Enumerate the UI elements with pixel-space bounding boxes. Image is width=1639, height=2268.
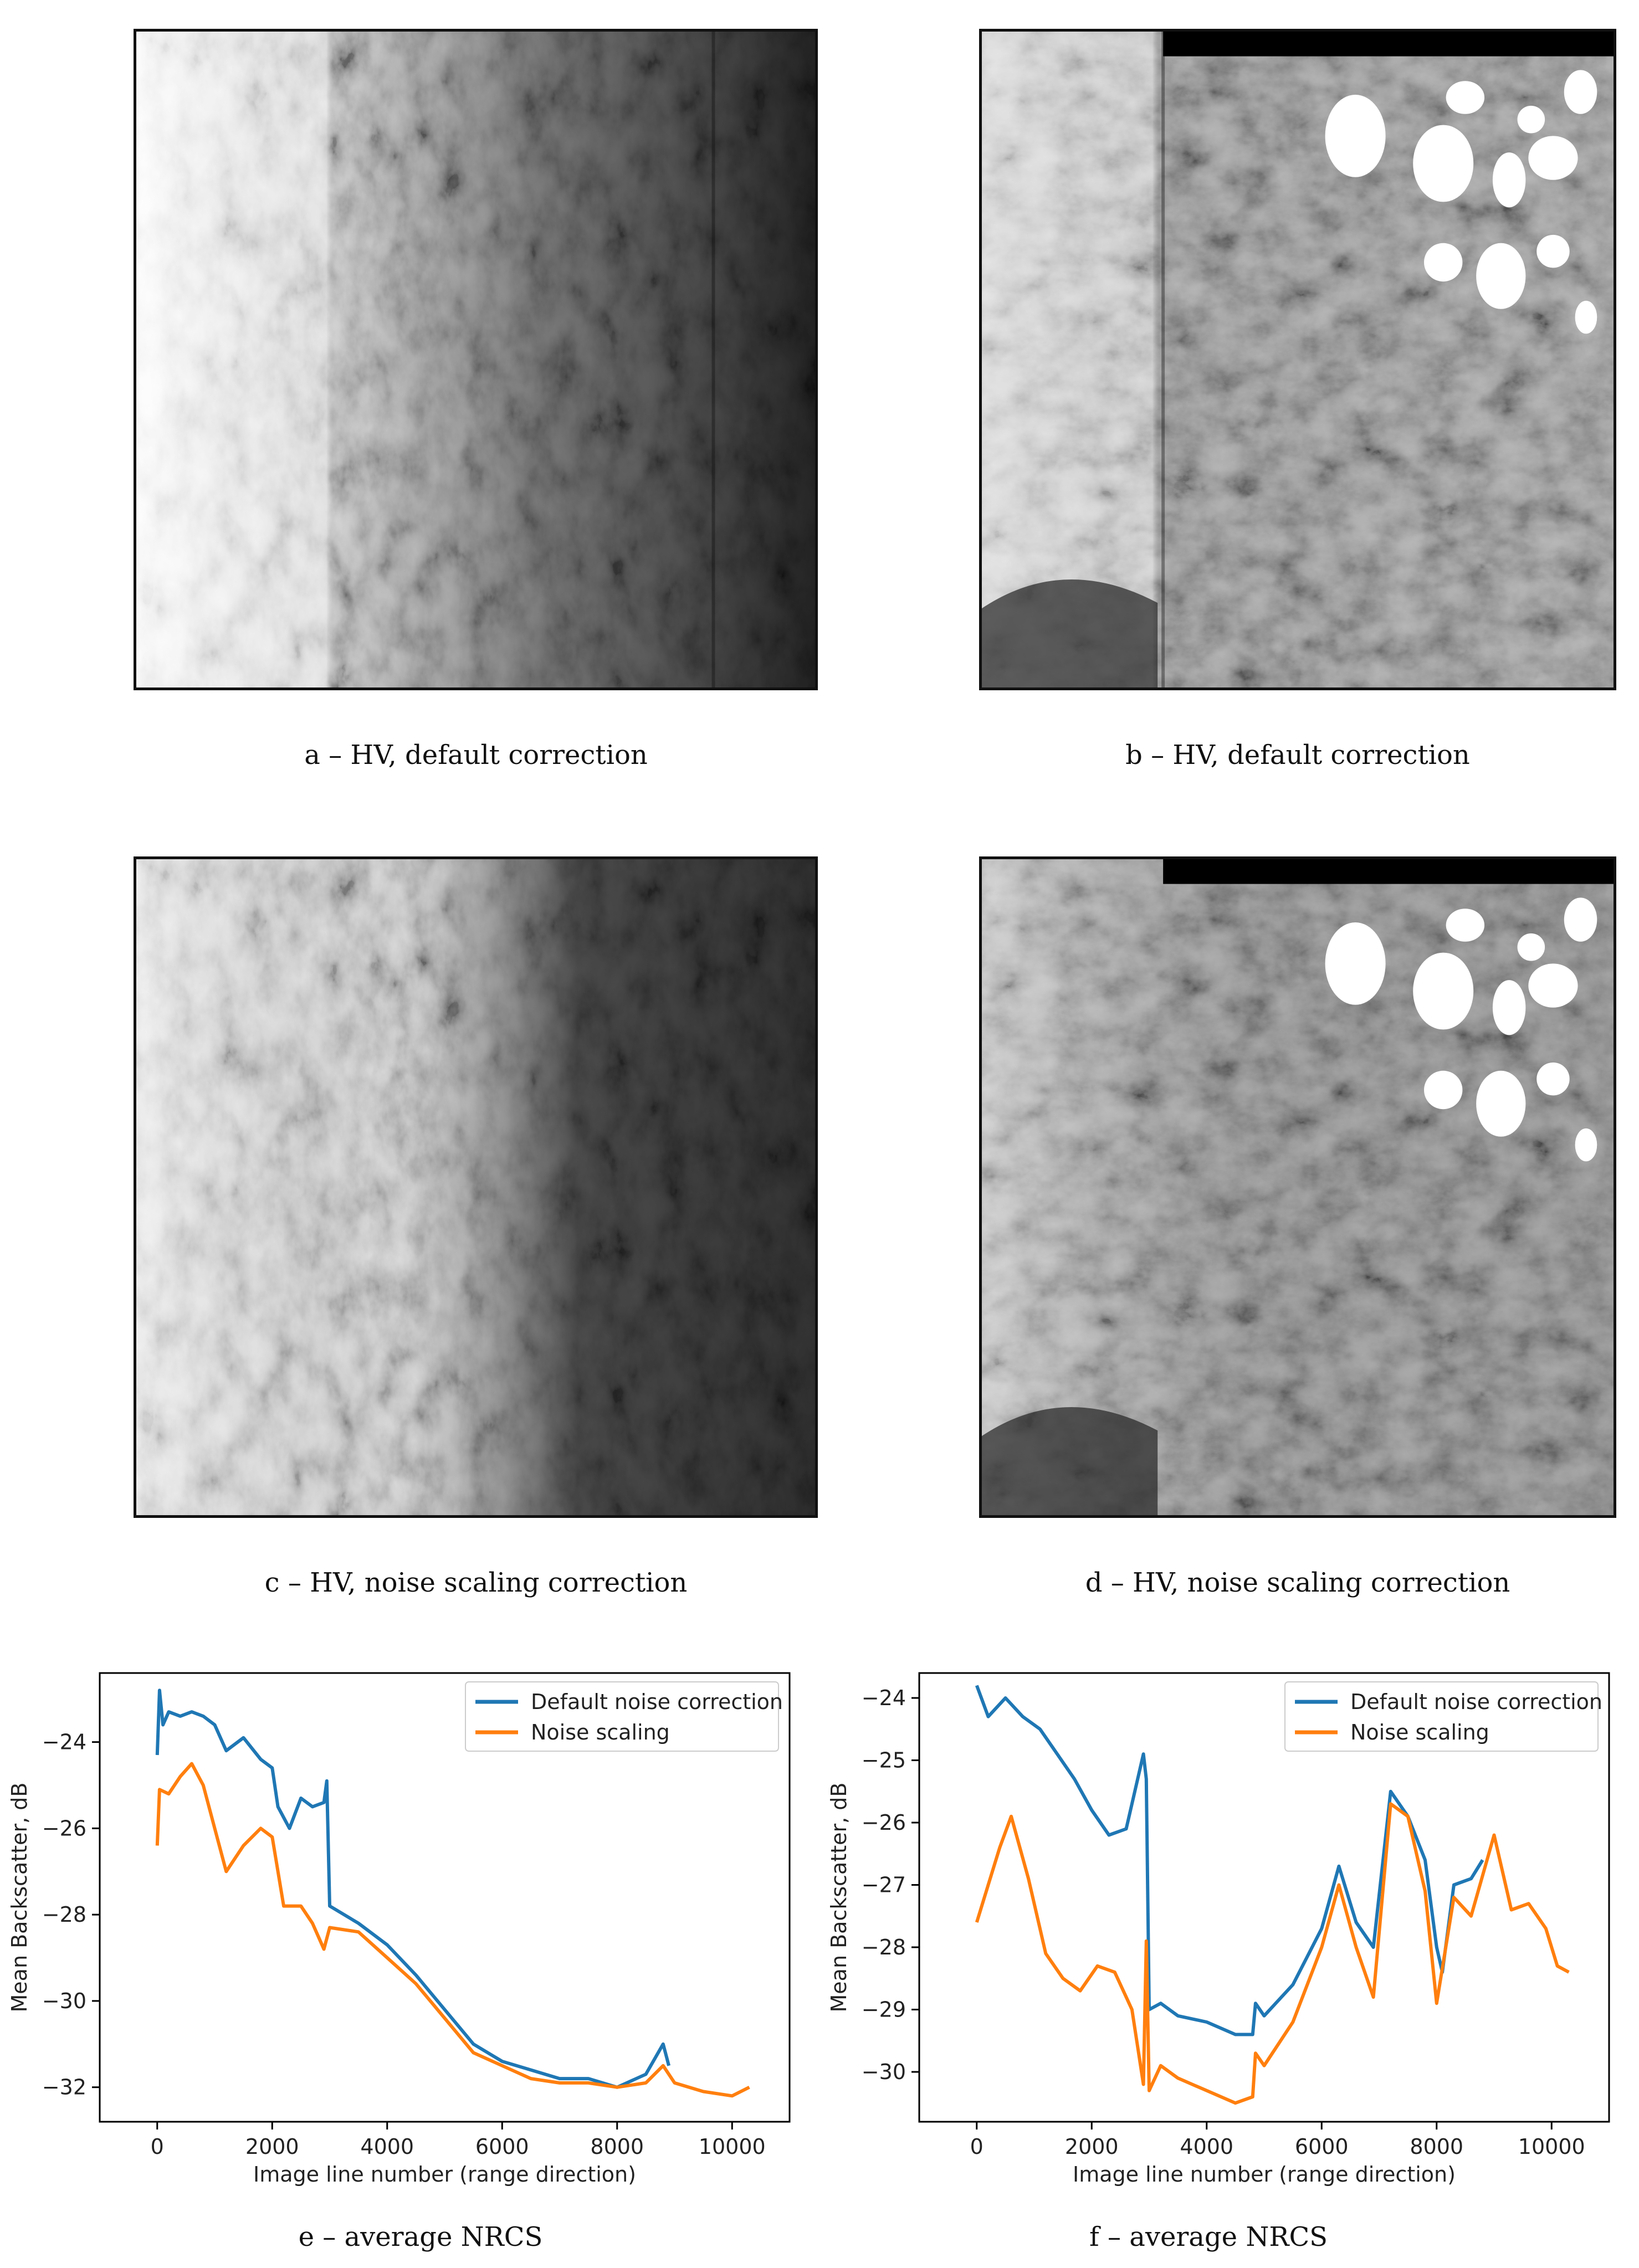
sar-image-c [134,856,818,1518]
sar-image-a [134,29,818,690]
y-tick-label: −26 [862,1810,906,1835]
caption-f: f – average NRCS [1089,2221,1328,2252]
chart-f: 0 2000 4000 6000 8000 10000 −30 −29 −28 −27 −26 −25… [827,1672,1610,2187]
plot-frame [99,1672,791,2123]
x-tick-label: 4000 [1180,2134,1233,2159]
x-tick-label: 2000 [1065,2134,1119,2159]
x-tick-label: 0 [970,2134,984,2159]
y-axis-label: Mean Backscatter, dB [827,1783,851,2013]
x-tick-label: 6000 [475,2134,529,2159]
caption-a: a – HV, default correction [304,740,648,771]
legend-label: Noise scaling [1350,1720,1489,1744]
legend-label: Default noise correction [531,1690,783,1714]
x-axis-label: Image line number (range direction) [1073,2162,1456,2187]
caption-b: b – HV, default correction [1125,740,1470,771]
x-tick-label: 8000 [1410,2134,1463,2159]
legend-box [1284,1681,1599,1752]
y-tick-label: −32 [42,2075,86,2100]
y-tick-label: −27 [862,1873,906,1897]
x-axis-label: Image line number (range direction) [253,2162,636,2187]
x-tick-label: 10000 [1518,2134,1585,2159]
y-tick-label: −26 [42,1816,86,1840]
y-tick-label: −24 [42,1730,86,1754]
x-tick-label: 2000 [245,2134,299,2159]
x-tick-label: 6000 [1295,2134,1349,2159]
y-tick-label: −25 [862,1748,906,1773]
x-tick-label: 10000 [699,2134,766,2159]
caption-e: e – average NRCS [298,2221,543,2252]
y-tick-label: −28 [862,1935,906,1959]
caption-c: c – HV, noise scaling correction [264,1567,688,1598]
plot-frame [918,1672,1610,2123]
series-line-noise-scaling [975,1802,1570,2105]
legend-box [465,1681,779,1752]
sar-image-b [979,29,1616,690]
series-line-default-noise-correction [975,1685,1484,2036]
caption-d: d – HV, noise scaling correction [1085,1567,1510,1598]
y-tick-label: −30 [862,2060,906,2084]
series-line-noise-scaling [155,1762,750,2098]
legend-label: Default noise correction [1350,1690,1602,1714]
chart-e: 0 2000 4000 6000 8000 10000 −32 −30 −28 −26 −24 Ima… [7,1672,791,2187]
y-axis-label: Mean Backscatter, dB [7,1783,32,2013]
x-tick-label: 4000 [360,2134,414,2159]
x-tick-label: 0 [151,2134,164,2159]
legend-label: Noise scaling [531,1720,670,1744]
sar-image-d [979,856,1616,1518]
y-tick-label: −24 [862,1686,906,1710]
y-tick-label: −29 [862,1998,906,2022]
y-tick-label: −28 [42,1902,86,1927]
y-tick-label: −30 [42,1989,86,2013]
x-tick-label: 8000 [590,2134,644,2159]
series-line-default-noise-correction [155,1689,671,2089]
